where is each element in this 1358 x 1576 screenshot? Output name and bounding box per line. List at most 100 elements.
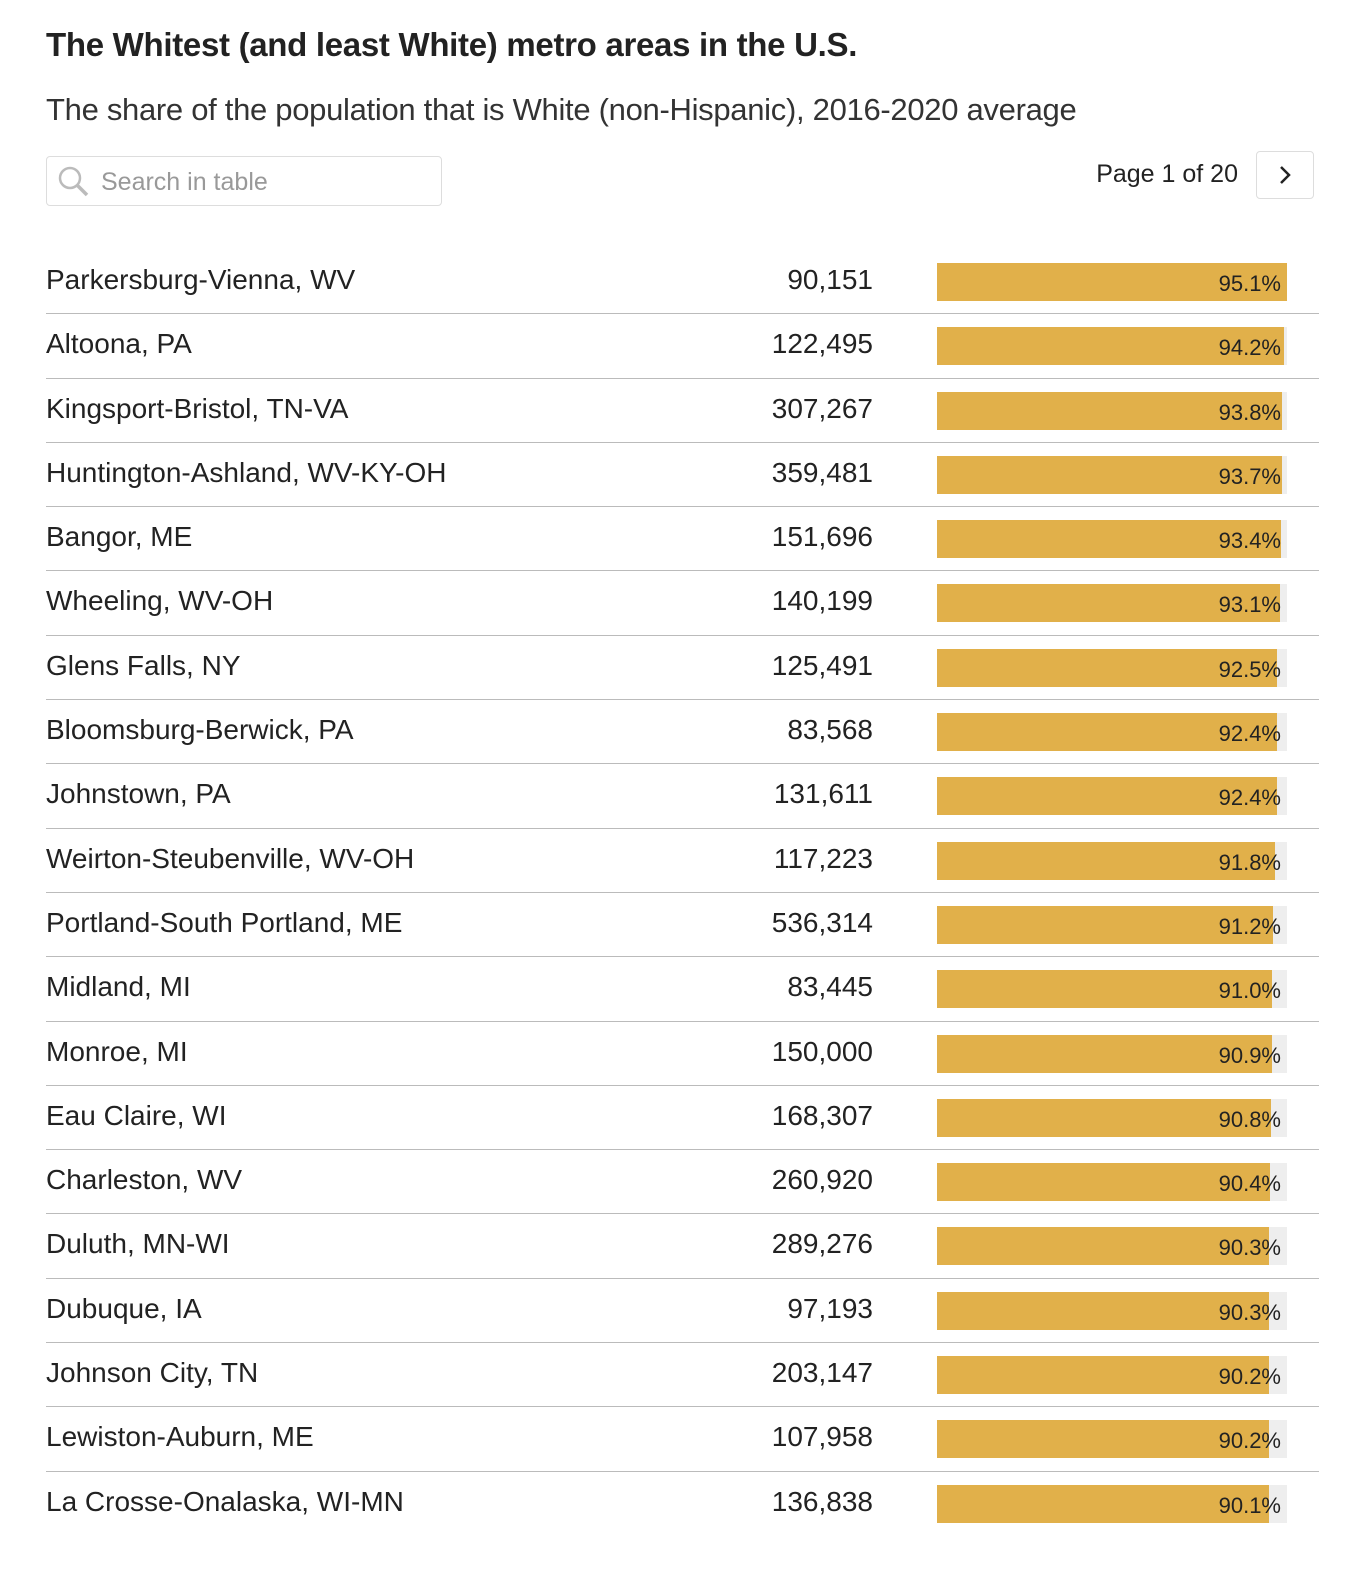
chart-title: The Whitest (and least White) metro area… [46, 26, 858, 63]
bar-track: 92.4% [937, 777, 1287, 816]
bar-track: 90.2% [937, 1420, 1287, 1459]
bar-track: 90.1% [937, 1484, 1287, 1523]
metro-name: Wheeling, WV-OH [46, 585, 274, 617]
bar-track: 93.4% [937, 520, 1287, 559]
search-box[interactable] [46, 156, 442, 206]
bar [937, 777, 1278, 816]
percent-label: 92.4% [1218, 785, 1281, 811]
bar-track: 90.3% [937, 1227, 1287, 1266]
metro-name: Lewiston-Auburn, ME [46, 1421, 314, 1453]
percent-label: 92.4% [1218, 721, 1281, 747]
percent-label: 93.4% [1218, 528, 1281, 554]
bar-track: 91.8% [937, 841, 1287, 880]
metro-name: Bangor, ME [46, 521, 193, 553]
bar [937, 905, 1273, 944]
metro-name: Duluth, MN-WI [46, 1228, 230, 1260]
percent-label: 90.3% [1218, 1235, 1281, 1261]
table-row: Parkersburg-Vienna, WV 90,151 95.1% [46, 250, 1319, 315]
bar [937, 713, 1278, 752]
search-input[interactable] [99, 165, 433, 199]
bar [937, 1227, 1270, 1266]
percent-label: 91.8% [1218, 849, 1281, 875]
population-value: 140,199 [771, 585, 873, 617]
table-row: Bloomsburg-Berwick, PA 83,568 92.4% [46, 700, 1319, 765]
bar-track: 92.5% [937, 648, 1287, 687]
bar-track: 94.2% [937, 327, 1287, 366]
metro-name: Glens Falls, NY [46, 649, 241, 681]
population-value: 151,696 [771, 521, 873, 553]
metro-name: Weirton-Steubenville, WV-OH [46, 842, 415, 874]
percent-label: 95.1% [1218, 271, 1281, 296]
bar-track: 90.9% [937, 1034, 1287, 1073]
population-value: 136,838 [771, 1485, 873, 1517]
table-row: La Crosse-Onalaska, WI-MN 136,838 90.1% [46, 1472, 1319, 1535]
metro-name: Johnstown, PA [46, 778, 231, 810]
table-row: Wheeling, WV-OH 140,199 93.1% [46, 571, 1319, 636]
table-row: Johnson City, TN 203,147 90.2% [46, 1343, 1319, 1408]
percent-label: 90.1% [1218, 1492, 1281, 1518]
table-row: Kingsport-Bristol, TN-VA 307,267 93.8% [46, 379, 1319, 443]
population-value: 150,000 [771, 1035, 873, 1067]
population-value: 131,611 [773, 778, 873, 810]
metro-name: Eau Claire, WI [46, 1099, 227, 1131]
metro-name: Bloomsburg-Berwick, PA [46, 714, 354, 746]
metro-name: Johnson City, TN [46, 1357, 259, 1389]
percent-label: 90.4% [1218, 1171, 1281, 1197]
percent-label: 93.8% [1218, 399, 1281, 425]
metro-name: Portland-South Portland, ME [46, 906, 403, 938]
metro-name: Parkersburg-Vienna, WV [46, 264, 356, 295]
percent-label: 90.2% [1218, 1364, 1281, 1390]
percent-label: 92.5% [1218, 656, 1281, 682]
percent-label: 90.8% [1218, 1106, 1281, 1132]
chart-subtitle: The share of the population that is Whit… [46, 92, 1077, 127]
population-value: 359,481 [771, 456, 873, 488]
population-value: 107,958 [771, 1421, 873, 1453]
percent-label: 91.2% [1218, 913, 1281, 939]
metro-name: Monroe, MI [46, 1035, 188, 1067]
bar [937, 1484, 1269, 1523]
bar [937, 1163, 1270, 1202]
table-row: Glens Falls, NY 125,491 92.5% [46, 636, 1319, 701]
population-value: 122,495 [771, 328, 873, 360]
table-row: Johnstown, PA 131,611 92.4% [46, 764, 1319, 829]
population-value: 117,223 [773, 842, 873, 874]
bar-track: 90.3% [937, 1291, 1287, 1330]
bar [937, 1034, 1272, 1073]
bar [937, 841, 1275, 880]
metro-name: La Crosse-Onalaska, WI-MN [46, 1485, 404, 1517]
bar [937, 1291, 1270, 1330]
bar-track: 90.4% [937, 1163, 1287, 1202]
population-value: 90,151 [787, 264, 873, 295]
metro-name: Altoona, PA [46, 328, 192, 360]
bar [937, 391, 1283, 430]
bar [937, 1356, 1269, 1395]
bar [937, 520, 1281, 559]
metro-name: Kingsport-Bristol, TN-VA [46, 392, 349, 424]
population-value: 203,147 [771, 1357, 873, 1389]
bar-track: 91.2% [937, 905, 1287, 944]
percent-label: 91.0% [1218, 978, 1281, 1004]
next-page-button[interactable] [1256, 151, 1314, 199]
population-value: 260,920 [771, 1164, 873, 1196]
table-row: Huntington-Ashland, WV-KY-OH 359,481 93.… [46, 443, 1319, 508]
population-value: 307,267 [771, 392, 873, 424]
bar [937, 584, 1280, 623]
metro-name: Midland, MI [46, 971, 191, 1003]
bar-track: 92.4% [937, 713, 1287, 752]
bar-track: 93.1% [937, 584, 1287, 623]
table-row: Weirton-Steubenville, WV-OH 117,223 91.8… [46, 829, 1319, 893]
percent-label: 90.2% [1218, 1428, 1281, 1454]
population-value: 168,307 [771, 1099, 873, 1131]
table-body: Parkersburg-Vienna, WV 90,151 95.1% Alto… [46, 250, 1319, 1535]
bar-track: 95.1% [937, 263, 1287, 301]
table-row: Lewiston-Auburn, ME 107,958 90.2% [46, 1407, 1319, 1472]
bar-track: 90.8% [937, 1098, 1287, 1137]
bar [937, 648, 1278, 687]
population-value: 97,193 [787, 1292, 873, 1324]
bar-track: 93.7% [937, 455, 1287, 494]
table-row: Bangor, ME 151,696 93.4% [46, 507, 1319, 572]
metro-name: Dubuque, IA [46, 1292, 202, 1324]
percent-label: 93.1% [1218, 592, 1281, 618]
bar-track: 90.2% [937, 1356, 1287, 1395]
bar [937, 1420, 1269, 1459]
